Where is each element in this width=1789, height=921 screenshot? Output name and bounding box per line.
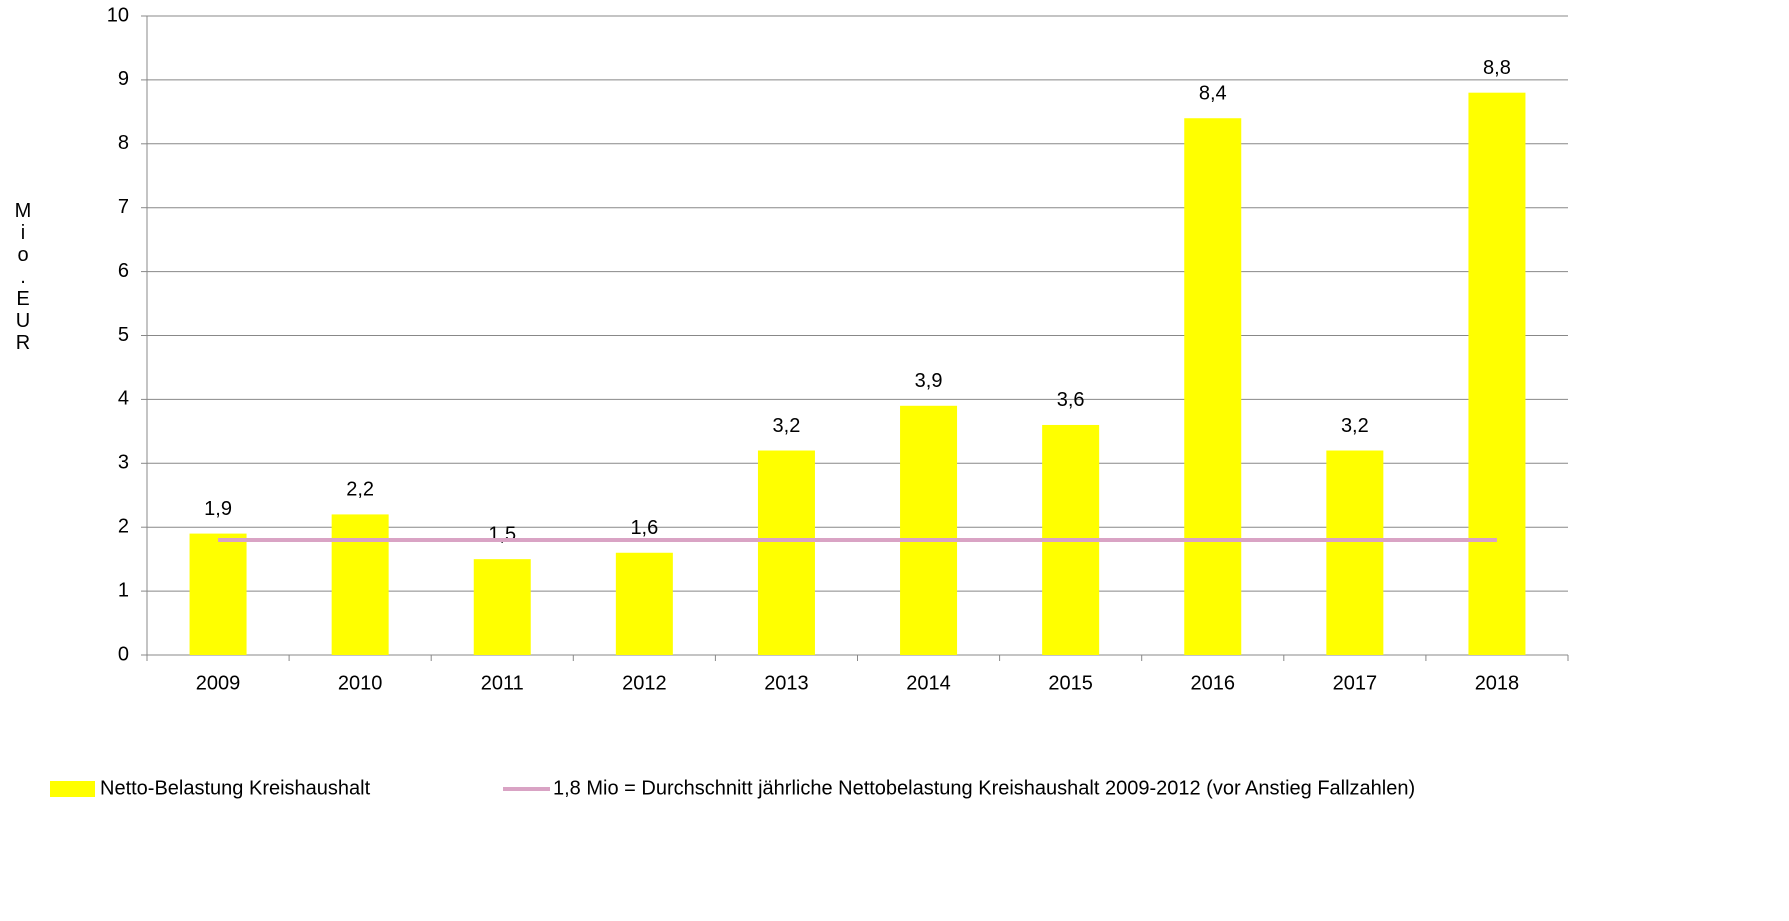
legend-label: Netto-Belastung Kreishaushalt [100, 777, 371, 799]
x-tick-label: 2011 [481, 672, 524, 694]
x-tick-label: 2012 [622, 672, 667, 694]
y-tick-label: 4 [118, 388, 129, 410]
y-tick-label: 0 [118, 643, 129, 665]
bar [189, 533, 247, 655]
data-label: 3,2 [1341, 415, 1369, 437]
x-tick-label: 2010 [338, 672, 383, 694]
y-tick-label: 5 [118, 324, 129, 346]
x-tick-label: 2016 [1191, 672, 1236, 694]
data-label: 1,6 [630, 517, 658, 539]
y-tick-label: 8 [118, 132, 129, 154]
y-tick-label: 7 [118, 196, 129, 218]
legend-label: 1,8 Mio = Durchschnitt jährliche Nettobe… [553, 777, 1415, 799]
bar [900, 405, 958, 655]
bar [757, 450, 815, 655]
data-label: 2,2 [346, 479, 374, 501]
y-tick-label: 2 [118, 515, 129, 537]
y-tick-label: 6 [118, 260, 129, 282]
y-axis-label: Mio.EUR [12, 200, 34, 354]
x-tick-label: 2015 [1048, 672, 1093, 694]
y-tick-label: 9 [118, 68, 129, 90]
y-tick-label: 1 [118, 579, 129, 601]
x-tick-label: 2017 [1333, 672, 1378, 694]
x-tick-label: 2014 [906, 672, 951, 694]
bar [473, 559, 531, 655]
data-label: 8,4 [1199, 83, 1227, 105]
bar [331, 514, 389, 655]
data-label: 1,9 [204, 498, 232, 520]
bar [1326, 450, 1384, 655]
bar [615, 552, 673, 655]
legend-swatch [50, 781, 95, 797]
data-label: 8,8 [1483, 57, 1511, 79]
data-label: 1,5 [488, 523, 516, 545]
y-tick-label: 3 [118, 452, 129, 474]
data-label: 3,2 [773, 415, 801, 437]
data-label: 3,9 [915, 370, 943, 392]
data-label: 3,6 [1057, 389, 1085, 411]
x-tick-label: 2013 [764, 672, 809, 694]
x-tick-label: 2009 [196, 672, 241, 694]
y-tick-label: 10 [107, 4, 129, 26]
bar [1184, 118, 1242, 656]
x-tick-label: 2018 [1475, 672, 1520, 694]
bar [1468, 92, 1526, 656]
